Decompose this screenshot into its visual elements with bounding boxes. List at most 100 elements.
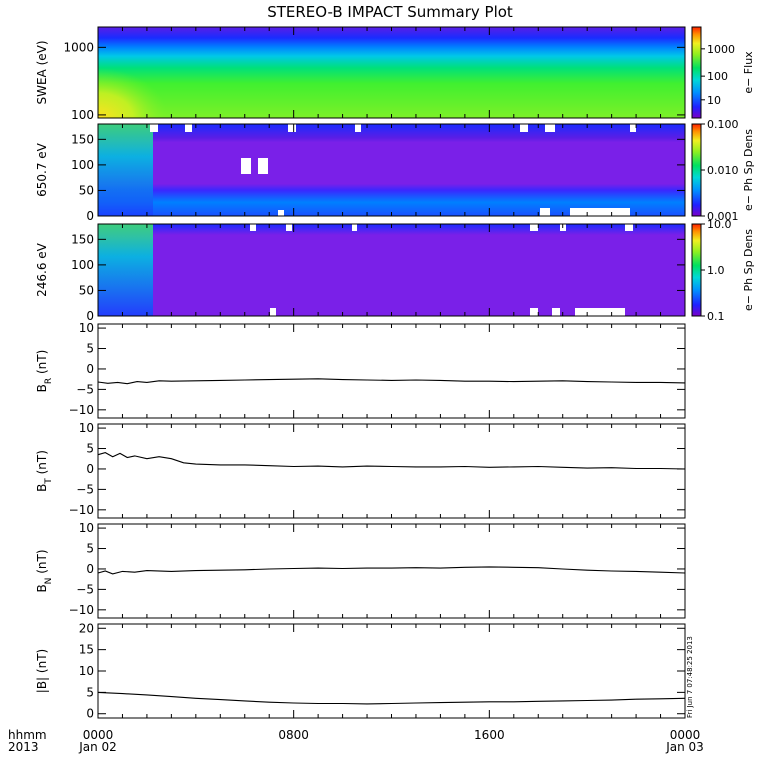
bn-ytick-label: 10: [79, 521, 94, 535]
pad650-data-gap: [241, 158, 251, 174]
bmag-ylabel: |B| (nT): [35, 649, 49, 693]
pad650-ytick-label: 150: [71, 132, 94, 146]
bt-ylabel: BT (nT): [35, 450, 54, 492]
xaxis-left-label-top: hhmm: [8, 728, 47, 742]
pad650-ytick-label: 50: [79, 183, 94, 197]
bt-frame: [97, 423, 686, 519]
pad650-data-gap: [570, 208, 630, 216]
pad246-colorbar-tick-label: 0.1: [707, 310, 725, 323]
bmag-ytick-label: 15: [79, 643, 94, 657]
pad650-data-gap: [278, 210, 284, 216]
bt-ytick-label: −10: [69, 503, 94, 517]
pad246-data-gap: [625, 224, 633, 231]
pad246-data-gap: [270, 308, 276, 316]
pad650-colorbar-tick-label: 0.010: [707, 164, 739, 177]
pad246-colorbar-tick-label: 1.0: [707, 264, 725, 277]
swea-ylabel: SWEA (eV): [35, 40, 49, 104]
pad246-data-gap: [352, 224, 357, 231]
pad650-colorbar: [691, 123, 702, 217]
pad650-data-gap: [630, 124, 636, 132]
swea-colorbar: [691, 26, 702, 119]
pad650-ytick-label: 100: [71, 158, 94, 172]
swea-colorbar-label: e− Flux: [742, 51, 755, 94]
bn-series-line: [97, 566, 686, 575]
xaxis-tick-label: 0800: [278, 728, 309, 742]
pad246-panel: 0.1 1.0 10.0 e− Ph Sp Dens 0 50 100 150 246.6 eV: [35, 218, 755, 323]
pad246-colorbar-tick-label: 10.0: [707, 218, 732, 231]
bn-ytick-label: −10: [69, 603, 94, 617]
swea-colorbar-tick-label: 1000: [707, 43, 735, 56]
pad650-ytick-label: 0: [86, 209, 94, 223]
bn-ytick-label: 0: [86, 562, 94, 576]
xaxis-left-label-bottom: 2013: [8, 740, 39, 754]
xaxis-date-label: Jan 02: [78, 740, 117, 754]
pad246-heatmap-field: [98, 224, 685, 316]
bmag-ytick-label: 5: [86, 685, 94, 699]
bn-ytick-label: 5: [86, 542, 94, 556]
pad650-data-gap: [258, 158, 268, 174]
pad650-data-gap: [540, 208, 550, 216]
br-ytick-label: 0: [86, 362, 94, 376]
swea-ytick-label: 100: [71, 108, 94, 122]
br-frame: [97, 323, 686, 419]
br-series-line: [97, 378, 686, 385]
pad650-data-gap: [545, 124, 555, 132]
pad246-data-gap: [530, 308, 538, 316]
swea-panel: 10 100 1000 e− Flux 100 1000 SWEA (eV): [35, 26, 755, 122]
pad650-data-gap: [150, 124, 158, 132]
bt-panel: −10 −5 0 5 10 BT (nT): [35, 421, 686, 519]
swea-heatmap-field: [98, 27, 685, 118]
pad650-data-gap: [288, 124, 296, 132]
pad650-early-region: [98, 124, 153, 216]
pad246-data-gap: [552, 308, 560, 316]
br-ytick-label: −5: [76, 382, 94, 396]
xaxis-tick-label: 0000: [670, 728, 701, 742]
pad650-colorbar-label: e− Ph Sp Dens: [742, 129, 755, 211]
swea-ytick-label: 1000: [63, 40, 94, 54]
swea-colorbar-tick-label: 100: [707, 70, 728, 83]
xaxis-tick-label: 0000: [83, 728, 114, 742]
pad246-ytick-label: 50: [79, 283, 94, 297]
pad246-ytick-label: 150: [71, 232, 94, 246]
pad246-ylabel: 246.6 eV: [35, 242, 49, 297]
bt-ytick-label: 10: [79, 421, 94, 435]
bt-ytick-label: 0: [86, 462, 94, 476]
bt-series-line: [97, 452, 686, 470]
bn-ylabel: BN (nT): [35, 549, 54, 592]
pad246-data-gap: [250, 224, 256, 231]
pad246-ytick-label: 100: [71, 258, 94, 272]
pad246-data-gap: [575, 308, 625, 316]
pad650-data-gap: [185, 124, 192, 132]
xaxis-tick-label: 1600: [474, 728, 505, 742]
pad246-data-gap: [530, 224, 538, 231]
bmag-ytick-label: 10: [79, 664, 94, 678]
pad246-data-gap: [286, 224, 292, 231]
pad650-colorbar-tick-label: 0.001: [707, 210, 739, 223]
pad246-early-region: [98, 224, 153, 316]
pad246-ytick-label: 0: [86, 309, 94, 323]
bn-ytick-label: −5: [76, 582, 94, 596]
swea-colorbar-tick-label: 10: [707, 94, 721, 107]
bt-ytick-label: 5: [86, 442, 94, 456]
bn-panel: −10 −5 0 5 10 BN (nT): [35, 521, 686, 619]
pad246-colorbar-label: e− Ph Sp Dens: [742, 229, 755, 311]
pad650-data-gap: [355, 124, 361, 132]
pad650-data-gap: [520, 124, 528, 132]
pad650-ylabel: 650.7 eV: [35, 142, 49, 197]
plot-timestamp: Fri Jun 7 07:48:25 2013: [686, 636, 694, 718]
bt-ytick-label: −5: [76, 482, 94, 496]
pad650-colorbar-tick-label: 0.100: [707, 118, 739, 131]
bmag-ytick-label: 20: [79, 621, 94, 635]
br-ytick-label: 10: [79, 321, 94, 335]
figure-title: STEREO-B IMPACT Summary Plot: [267, 3, 513, 21]
pad246-colorbar: [691, 223, 702, 317]
pad650-heatmap-field: [98, 124, 685, 216]
br-ytick-label: 5: [86, 342, 94, 356]
bmag-series-line: [97, 691, 686, 705]
bmag-ytick-label: 0: [86, 707, 94, 721]
br-panel: −10 −5 0 5 10 BR (nT): [35, 321, 686, 419]
bmag-panel: 0 5 10 15 20 |B| (nT): [35, 621, 686, 721]
br-ylabel: BR (nT): [35, 350, 54, 393]
